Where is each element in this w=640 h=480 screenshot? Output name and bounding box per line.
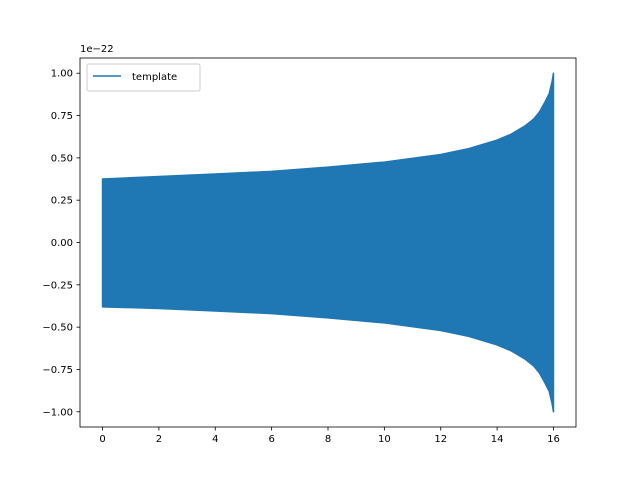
x-tick-label: 6 [268,434,274,445]
y-tick-label: 0.00 [51,238,73,249]
x-tick-label: 2 [156,434,162,445]
legend: template [86,63,201,92]
x-tick-label: 10 [378,434,391,445]
y-axis: −1.00 −0.75 −0.50 −0.25 0.00 0.25 0.50 0.75 1.00 [42,69,80,418]
x-tick-label: 4 [212,434,218,445]
y-tick-label: 0.25 [51,196,73,207]
series-layer [101,72,555,413]
y-offset-label: 1e−22 [80,44,114,55]
x-tick-label: 0 [99,434,105,445]
y-tick-label: 0.75 [51,111,73,122]
x-tick-label: 12 [434,434,447,445]
y-tick-label: −0.75 [42,365,73,376]
x-axis: 0 2 4 6 8 10 12 14 16 [99,427,560,445]
y-tick-label: 0.50 [51,153,73,164]
y-tick-label: −0.50 [42,323,73,334]
x-tick-label: 8 [325,434,331,445]
y-tick-label: −0.25 [42,280,73,291]
x-tick-label: 16 [547,434,560,445]
y-tick-label: 1.00 [51,69,73,80]
x-tick-label: 14 [491,434,504,445]
y-tick-label: −1.00 [42,407,73,418]
legend-label: template [132,72,177,83]
series-template-band [101,72,555,413]
legend-box [86,63,201,92]
